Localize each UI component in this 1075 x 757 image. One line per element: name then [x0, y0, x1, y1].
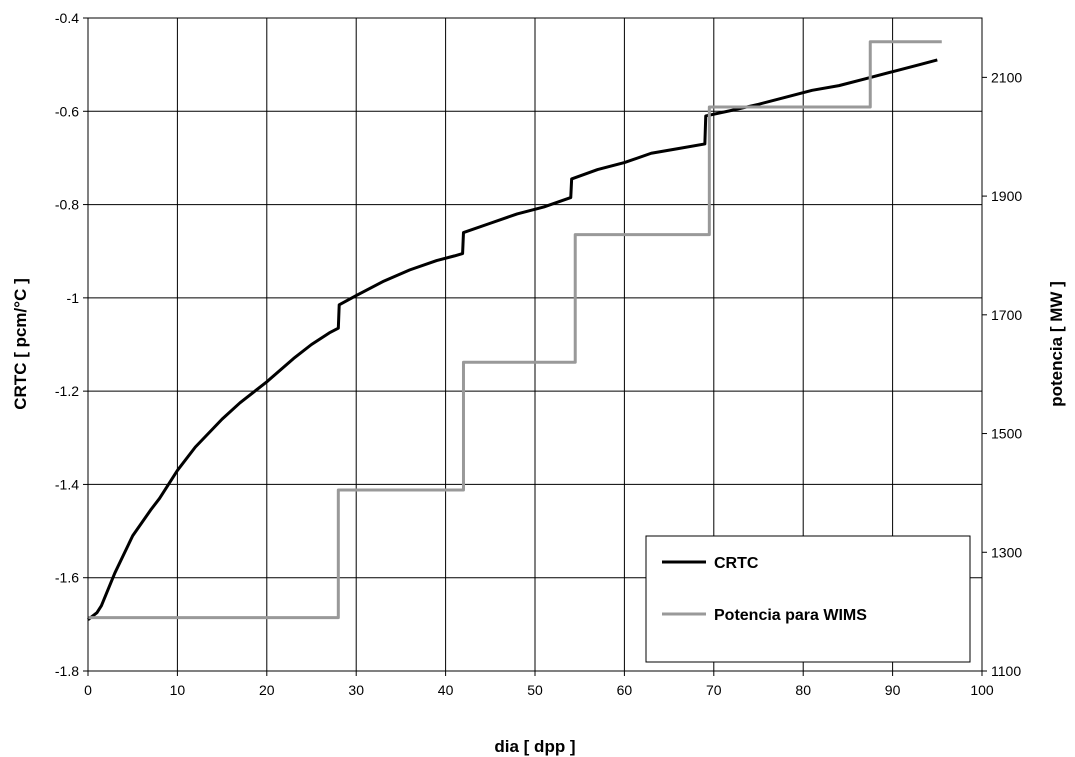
y-tick-label: -0.8: [55, 197, 79, 213]
legend-label-potencia: Potencia para WIMS: [714, 607, 867, 624]
x-axis-title: dia [ dpp ]: [494, 737, 575, 756]
y-tick-label: -1: [67, 290, 80, 306]
y-tick-label: -1.2: [55, 383, 79, 399]
x-tick-label: 90: [885, 682, 901, 698]
y2-tick-label: 1700: [991, 307, 1022, 323]
y2-axis-title: potencia [ MW ]: [1047, 281, 1066, 407]
series-lines: [87, 40, 942, 621]
y-tick-label: -1.8: [55, 663, 79, 679]
tick-labels: 0 10 20 30 40 50 60 70 80 90 100 -1.8 -1.6 -1.4 -1.2 -1…: [55, 10, 1022, 698]
x-tick-label: 50: [527, 682, 543, 698]
y2-tick-label: 1500: [991, 426, 1022, 442]
x-tick-label: 100: [970, 682, 994, 698]
y-tick-label: -0.6: [55, 103, 79, 119]
x-tick-label: 70: [706, 682, 722, 698]
x-tick-label: 0: [84, 682, 92, 698]
potencia-series-line: [88, 40, 942, 620]
x-tick-label: 20: [259, 682, 275, 698]
x-tick-label: 30: [348, 682, 364, 698]
x-tick-label: 80: [795, 682, 811, 698]
x-tick-label: 60: [617, 682, 633, 698]
y-axis-title: CRTC [ pcm/°C ]: [11, 278, 30, 409]
y-tick-label: -1.6: [55, 570, 79, 586]
y2-tick-label: 1100: [991, 663, 1021, 679]
crtc-series-line: [87, 58, 938, 621]
x-tick-label: 10: [170, 682, 186, 698]
x-tick-label: 40: [438, 682, 454, 698]
y-tick-label: -0.4: [55, 10, 79, 26]
legend-box: [645, 535, 971, 663]
legend: CRTC Potencia para WIMS: [645, 535, 971, 663]
y2-tick-label: 1300: [991, 544, 1022, 560]
y2-tick-label: 1900: [991, 188, 1022, 204]
legend-label-crtc: CRTC: [714, 555, 759, 572]
y2-tick-label: 2100: [991, 69, 1022, 85]
y-tick-label: -1.4: [55, 476, 79, 492]
